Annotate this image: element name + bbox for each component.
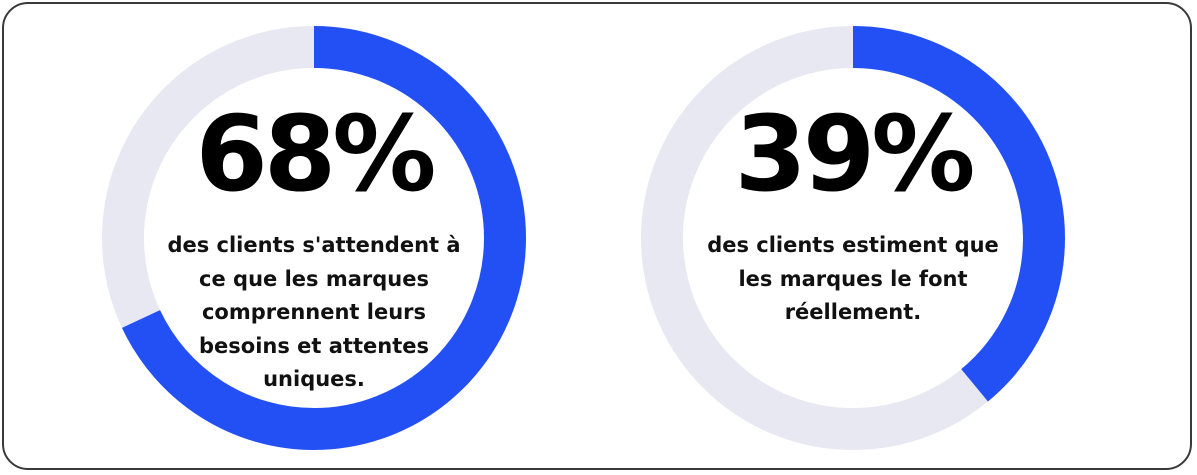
donut-chart-reality (641, 26, 1065, 450)
donut-chart-expectations (102, 26, 526, 450)
stat-description: des clients estiment que les marques le … (707, 233, 999, 324)
stat-donut-reality: 39% des clients estiment que les marques… (641, 26, 1065, 450)
stat-value: 39% (734, 93, 976, 215)
donut-progress-arc (102, 26, 526, 450)
stat-description: des clients s'attendent à ce que les mar… (167, 233, 461, 391)
stat-donut-expectations: 68% des clients s'attendent à ce que les… (102, 26, 526, 450)
stat-value: 68% (195, 93, 437, 215)
donut-progress-arc (641, 26, 1065, 450)
